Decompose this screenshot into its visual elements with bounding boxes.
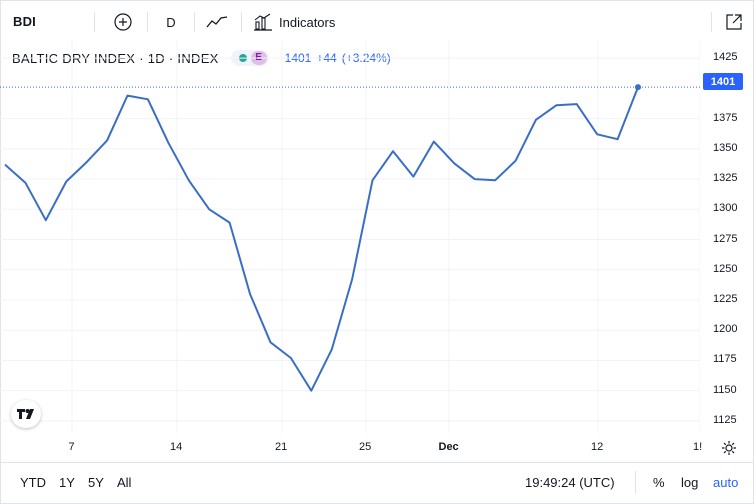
toolbar-divider — [711, 12, 712, 32]
gear-icon[interactable] — [721, 440, 737, 456]
time-tick-label: 25 — [359, 441, 372, 453]
line-chart-icon[interactable] — [204, 9, 230, 35]
price-tick-label: 1350 — [713, 141, 738, 154]
price-tick-label: 1150 — [713, 383, 737, 396]
price-tick-label: 1300 — [713, 202, 738, 215]
current-price-label: 1401 — [703, 73, 743, 90]
price-series-line — [4, 86, 639, 392]
price-tick-label: 1175 — [713, 353, 737, 366]
log-toggle[interactable]: log — [681, 475, 699, 490]
toolbar-divider — [94, 12, 95, 32]
last-price-point — [635, 84, 641, 91]
time-tick-label: 12 — [591, 441, 604, 453]
price-chart[interactable] — [0, 40, 700, 433]
bottom-toolbar: YTD 1Y 5Y All 19:49:24 (UTC) % log auto — [1, 462, 753, 503]
range-ytd[interactable]: YTD — [20, 475, 46, 490]
top-toolbar: BDI D Indicators — [1, 1, 753, 41]
open-external-icon[interactable] — [721, 9, 747, 35]
auto-toggle[interactable]: auto — [713, 475, 739, 490]
price-tick-label: 1250 — [713, 262, 738, 275]
price-tick-label: 1225 — [713, 292, 738, 305]
toolbar-divider — [147, 12, 148, 32]
indicators-label: Indicators — [279, 14, 336, 30]
time-tick-label: 7 — [68, 441, 75, 453]
percent-toggle[interactable]: % — [653, 475, 665, 490]
price-tick-label: 1200 — [713, 323, 738, 336]
time-tick-label: 14 — [170, 441, 183, 453]
time-tick-label: Dec — [438, 441, 459, 453]
plus-circle-icon[interactable] — [110, 9, 136, 35]
toolbar-divider — [194, 12, 195, 32]
time-tick-label: 1! — [693, 441, 703, 453]
time-tick-label: 21 — [275, 441, 288, 453]
price-tick-label: 1125 — [713, 413, 737, 426]
toolbar-divider — [241, 12, 242, 32]
price-tick-label: 1375 — [713, 111, 738, 124]
symbol-search[interactable]: BDI — [13, 14, 36, 29]
tradingview-logo-icon[interactable] — [11, 400, 41, 428]
price-tick-label: 1275 — [713, 232, 738, 245]
price-axis[interactable]: 1425 1375 1350 1325 1300 1275 1250 1225 1200 1175… — [700, 40, 753, 433]
range-all[interactable]: All — [117, 475, 132, 490]
indicators-icon — [253, 13, 273, 31]
bottom-divider — [635, 471, 636, 493]
price-tick-label: 1325 — [713, 172, 738, 185]
utc-clock[interactable]: 19:49:24 (UTC) — [525, 475, 615, 490]
price-tick-label: 1425 — [713, 51, 738, 64]
indicators-button[interactable]: Indicators — [253, 9, 335, 35]
interval-button[interactable]: D — [166, 14, 176, 30]
range-1y[interactable]: 1Y — [59, 475, 75, 490]
range-5y[interactable]: 5Y — [88, 475, 104, 490]
